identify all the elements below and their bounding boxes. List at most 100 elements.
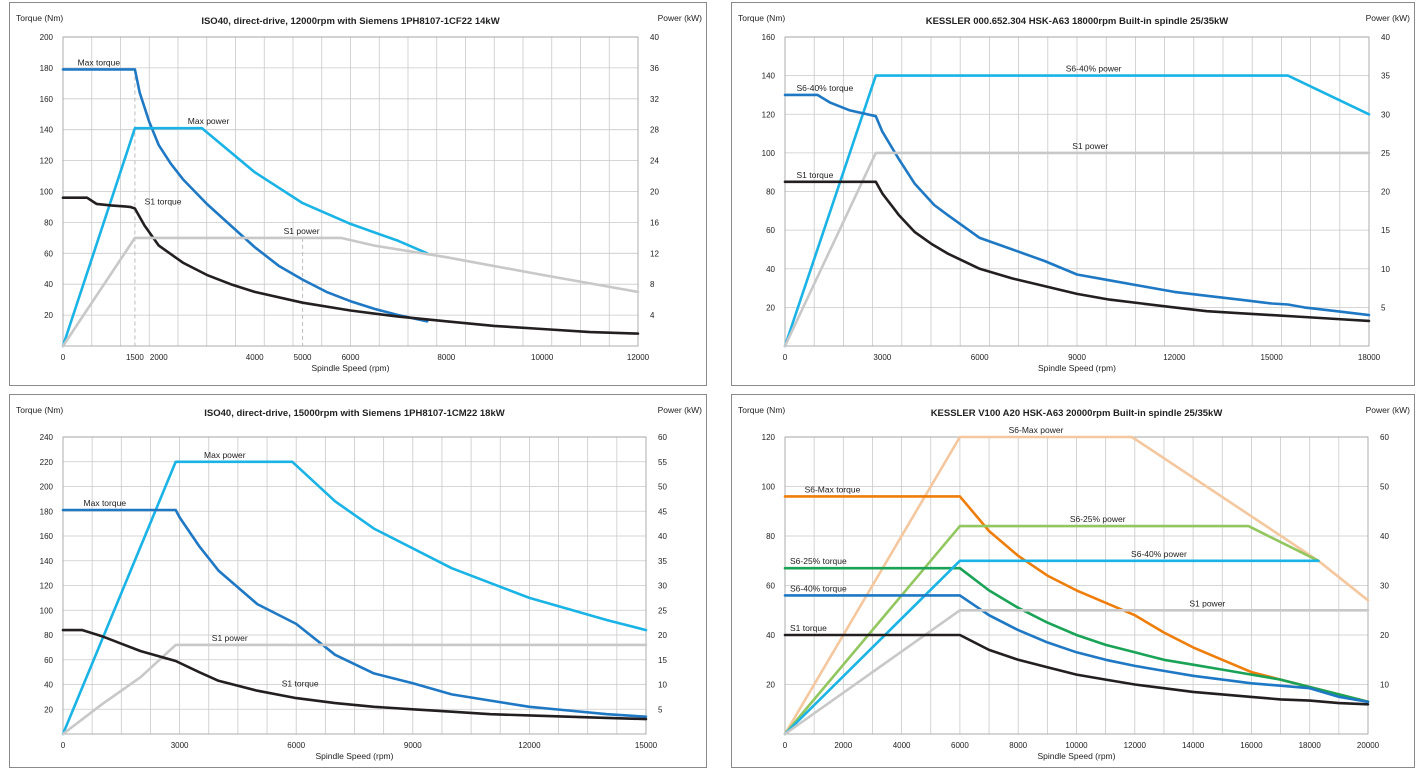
y-left-tick-label: 60	[766, 582, 775, 591]
y-right-tick-label: 16	[650, 218, 659, 227]
y-right-tick-label: 20	[1380, 631, 1389, 640]
chart-title: KESSLER 000.652.304 HSK-A63 18000rpm Bui…	[926, 16, 1229, 27]
y-right-tick-label: 45	[658, 507, 667, 516]
x-tick-label: 6000	[971, 353, 989, 362]
y-left-tick-label: 60	[44, 249, 53, 258]
y-left-tick-label: 120	[40, 582, 54, 591]
y-right-tick-label: 24	[650, 157, 659, 166]
y-left-tick-label: 140	[762, 72, 776, 81]
x-tick-label: 5000	[294, 353, 312, 362]
series-label: Max torque	[78, 57, 121, 67]
y-left-tick-label: 40	[44, 681, 53, 690]
x-tick-label: 4000	[246, 353, 264, 362]
series-label: S6-Max torque	[805, 484, 861, 494]
y-left-tick-label: 80	[766, 188, 775, 197]
x-tick-label: 9000	[1068, 353, 1086, 362]
series-line-2	[783, 151, 1371, 348]
x-tick-label: 10000	[1065, 741, 1088, 750]
series-line-3	[61, 236, 640, 348]
y-right-tick-label: 40	[1380, 532, 1389, 541]
x-tick-label: 8000	[437, 353, 455, 362]
x-tick-label: 6000	[342, 353, 360, 362]
x-tick-label: 0	[783, 353, 788, 362]
x-tick-label: 6000	[951, 741, 969, 750]
y-right-tick-label: 30	[658, 582, 667, 591]
y-right-tick-label: 30	[1380, 582, 1389, 591]
y-right-tick-label: 10	[658, 681, 667, 690]
y-left-tick-label: 80	[44, 218, 53, 227]
x-tick-label: 0	[61, 741, 66, 750]
y-left-tick-label: 140	[40, 557, 54, 566]
y-right-tick-label: 10	[1381, 265, 1390, 274]
series-line-3	[783, 180, 1371, 323]
series-line-2	[783, 524, 1320, 736]
series-line-7	[783, 633, 1370, 706]
x-tick-label: 9000	[404, 741, 422, 750]
plot-frame	[784, 36, 1370, 347]
series-line-6	[783, 609, 1370, 736]
y-right-tick-label: 35	[658, 557, 667, 566]
chart-svg: ISO40, direct-drive, 12000rpm with Sieme…	[16, 13, 703, 373]
x-tick-label: 3000	[873, 353, 891, 362]
series-line-4	[783, 559, 1320, 736]
series-line-1	[783, 93, 1371, 317]
x-tick-label: 1500	[126, 353, 144, 362]
series-label: S1 power	[1072, 141, 1108, 151]
y-left-tick-label: 40	[766, 631, 775, 640]
chart-svg: KESSLER V100 A20 HSK-A63 20000rpm Built-…	[738, 405, 1410, 761]
y-left-tick-label: 20	[766, 681, 775, 690]
chart-panel-iso40-15000: ISO40, direct-drive, 15000rpm with Sieme…	[9, 394, 707, 768]
gridlines	[63, 36, 638, 346]
y-right-tick-label: 4	[650, 311, 655, 320]
y-left-tick-label: 20	[44, 311, 53, 320]
series-label: S6-40% power	[1066, 64, 1122, 74]
y-left-tick-label: 140	[40, 126, 54, 135]
x-tick-label: 0	[783, 741, 788, 750]
chart-panel-kessler-18000: KESSLER 000.652.304 HSK-A63 18000rpm Bui…	[731, 2, 1415, 386]
y-right-tick-label: 40	[650, 33, 659, 42]
y-left-tick-label: 200	[40, 483, 54, 492]
series-line-0	[61, 68, 429, 323]
y-right-tick-label: 10	[1380, 681, 1389, 690]
y-left-tick-label: 120	[762, 110, 776, 119]
chart-svg: KESSLER 000.652.304 HSK-A63 18000rpm Bui…	[738, 13, 1410, 373]
plot-frame	[62, 436, 647, 735]
series-label: Max power	[188, 116, 230, 126]
x-tick-label: 15000	[1261, 353, 1284, 362]
y-left-tick-label: 200	[40, 33, 54, 42]
plot-frame	[62, 36, 639, 347]
x-tick-label: 12000	[627, 353, 650, 362]
y-left-tick-label: 120	[762, 433, 776, 442]
series-label: S1 power	[284, 226, 320, 236]
x-axis-label: Spindle Speed (rpm)	[1038, 751, 1116, 761]
y-right-tick-label: 40	[658, 532, 667, 541]
x-tick-label: 3000	[171, 741, 189, 750]
series-line-1	[61, 126, 429, 348]
series-label: Max power	[204, 450, 246, 460]
series-line-2	[61, 643, 648, 736]
left-axis-label: Torque (Nm)	[16, 405, 63, 415]
x-tick-label: 0	[61, 353, 66, 362]
y-right-tick-label: 50	[658, 483, 667, 492]
chart-title: ISO40, direct-drive, 15000rpm with Sieme…	[204, 408, 504, 419]
y-right-tick-label: 12	[650, 249, 659, 258]
y-right-tick-label: 28	[650, 126, 659, 135]
y-right-tick-label: 15	[658, 656, 667, 665]
x-tick-label: 18000	[1299, 741, 1322, 750]
y-left-tick-label: 120	[40, 157, 54, 166]
y-right-tick-label: 32	[650, 95, 659, 104]
y-left-tick-label: 20	[44, 705, 53, 714]
x-tick-label: 12000	[1124, 741, 1147, 750]
y-right-tick-label: 5	[1381, 303, 1386, 312]
series-line-5	[783, 594, 1370, 704]
y-left-tick-label: 60	[44, 656, 53, 665]
series-line-3	[61, 628, 648, 721]
y-right-tick-label: 5	[658, 705, 663, 714]
y-right-tick-label: 20	[658, 631, 667, 640]
x-tick-label: 16000	[1240, 741, 1263, 750]
right-axis-label: Power (kW)	[658, 13, 703, 23]
y-left-tick-label: 160	[762, 33, 776, 42]
y-right-tick-label: 25	[658, 606, 667, 615]
y-right-tick-label: 8	[650, 280, 655, 289]
series-line-1	[61, 508, 648, 719]
